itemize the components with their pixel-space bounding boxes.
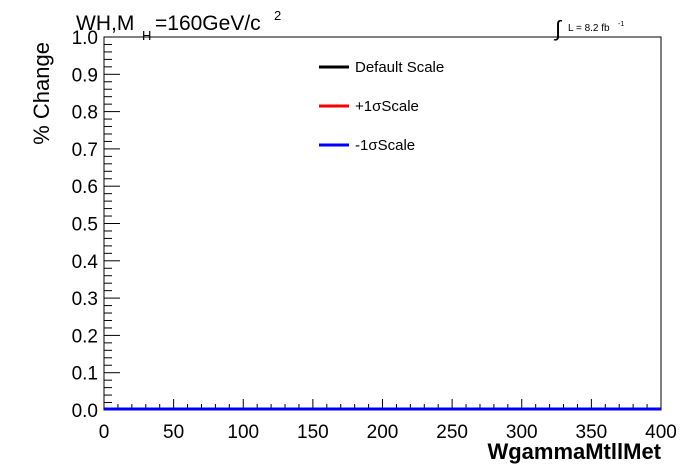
x-tick-label: 0	[99, 422, 110, 443]
x-axis-title: WgammaMtllMet	[487, 439, 661, 464]
y-tick-label: 0.3	[72, 289, 98, 310]
legend: Default Scale +1σScale -1σScale	[319, 59, 444, 154]
y-tick-label: 0.4	[72, 252, 99, 273]
chart-title-superscript: 2	[274, 8, 281, 23]
chart-title-rest: =160GeV/c	[155, 12, 261, 35]
y-tick-label: 0.0	[72, 401, 98, 422]
lumi-superscript: -1	[618, 21, 624, 28]
chart-title: WH,M	[76, 12, 134, 35]
lumi-integral: ∫	[553, 16, 563, 41]
x-tick-label: 100	[227, 422, 259, 443]
y-tick-label: 1.0	[72, 28, 98, 49]
legend-label-0: Default Scale	[355, 59, 444, 76]
plot-frame	[103, 36, 662, 411]
x-tick-label: 400	[645, 422, 677, 443]
x-tick-label: 200	[367, 422, 399, 443]
x-tick-label: 150	[297, 422, 329, 443]
x-tick-label: 50	[163, 422, 184, 443]
x-tick-label: 350	[576, 422, 608, 443]
x-tick-label: 300	[506, 422, 538, 443]
y-tick-label: 0.8	[72, 103, 98, 124]
y-tick-label: 0.1	[72, 364, 98, 385]
y-tick-label: 0.6	[72, 177, 98, 198]
y-tick-label: 0.7	[72, 140, 98, 161]
y-axis-title: % Change	[29, 42, 54, 145]
chart-title-subscript: H	[142, 28, 151, 43]
x-axis: 0 50 100 150 200 250 300 350 400	[99, 399, 677, 443]
y-tick-label: 0.2	[72, 326, 98, 347]
y-axis: 0.0 0.1 0.2 0.3 0.4 0.5 0.6 0.7 0.8 0.9 1.0	[72, 28, 120, 422]
lumi-text: L = 8.2 fb	[568, 23, 610, 34]
y-tick-label: 0.9	[72, 65, 98, 86]
legend-label-1: +1σScale	[355, 98, 419, 115]
x-tick-label: 250	[436, 422, 468, 443]
legend-label-2: -1σScale	[355, 137, 415, 154]
y-tick-label: 0.5	[72, 215, 98, 236]
